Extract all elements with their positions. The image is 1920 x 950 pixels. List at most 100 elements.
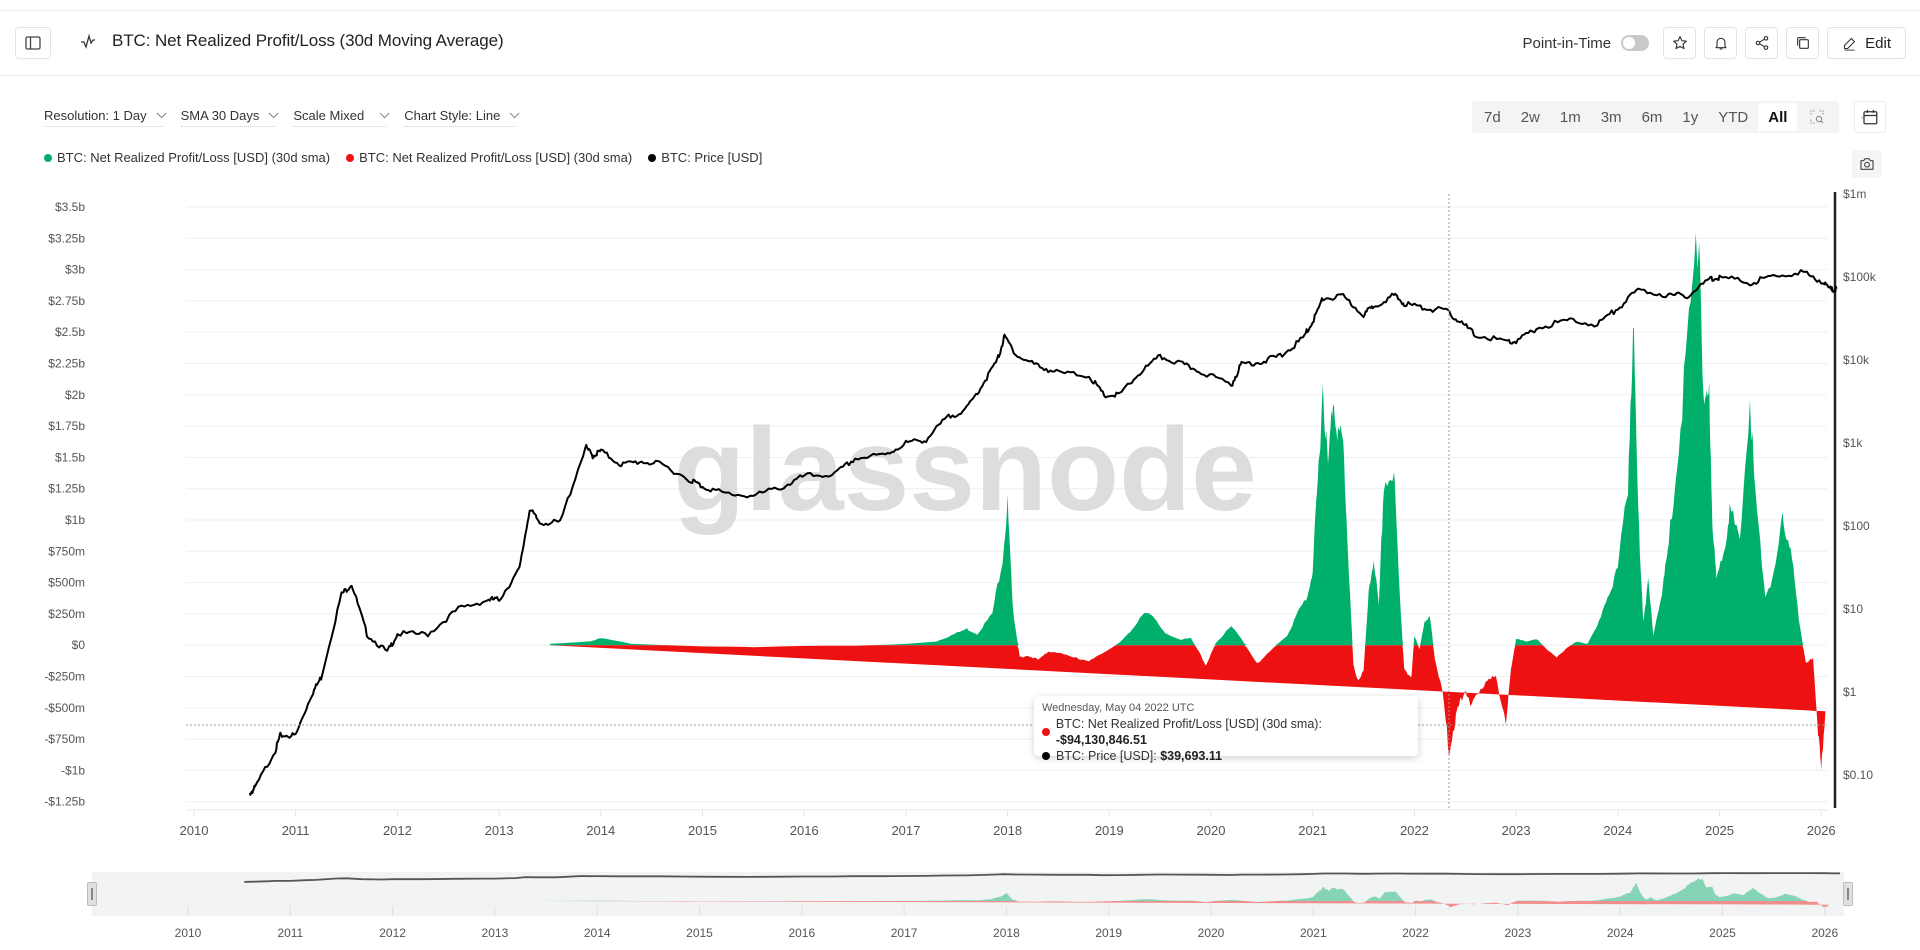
- edit-button[interactable]: Edit: [1827, 27, 1906, 59]
- duplicate-button[interactable]: [1786, 27, 1820, 59]
- navigator-x-label: 2017: [891, 926, 918, 940]
- x-axis-label: 2024: [1603, 823, 1632, 838]
- legend-dot: [648, 153, 657, 162]
- y-axis-right-label: $10: [1843, 602, 1863, 616]
- x-axis-label: 2016: [790, 823, 819, 838]
- sidebar-icon: [25, 36, 41, 50]
- profit-area: [549, 233, 1826, 646]
- date-picker-button[interactable]: [1854, 101, 1886, 133]
- point-in-time-toggle[interactable]: [1621, 35, 1650, 51]
- range-all[interactable]: All: [1758, 103, 1798, 131]
- legend-dot: [346, 153, 355, 162]
- metric-line-icon: [81, 33, 95, 49]
- x-axis-label: 2017: [891, 823, 920, 838]
- chart-tooltip: Wednesday, May 04 2022 UTC BTC: Net Real…: [1034, 696, 1418, 763]
- range-7d[interactable]: 7d: [1484, 108, 1501, 126]
- navigator[interactable]: [92, 872, 1844, 916]
- navigator-right-handle[interactable]: [1843, 882, 1853, 906]
- range-ytd[interactable]: YTD: [1718, 108, 1749, 126]
- favorite-button[interactable]: [1663, 27, 1697, 59]
- resolution-dropdown[interactable]: Resolution: 1 Day: [44, 108, 167, 127]
- x-axis-label: 2018: [993, 823, 1022, 838]
- x-axis-label: 2012: [383, 823, 412, 838]
- legend-label: BTC: Price [USD]: [661, 150, 763, 165]
- legend-item-price[interactable]: BTC: Price [USD]: [648, 150, 762, 165]
- navigator-x-label: 2021: [1300, 926, 1327, 940]
- navigator-x-label: 2013: [482, 926, 509, 940]
- tooltip-row-pnl: BTC: Net Realized Profit/Loss [USD] (30d…: [1042, 716, 1410, 748]
- header-actions: Point-in-Time Edit: [1522, 27, 1906, 59]
- tooltip-value: -$94,130,846.51: [1055, 733, 1147, 747]
- navigator-left-handle[interactable]: [87, 882, 97, 906]
- y-axis-right-label: $1k: [1843, 436, 1863, 450]
- y-axis-left-label: -$1.25b: [44, 795, 85, 809]
- chevron-down-icon: [269, 108, 279, 119]
- y-axis-left-label: $1.5b: [55, 450, 85, 464]
- x-axis-label: 2014: [586, 823, 615, 838]
- navigator-x-label: 2011: [277, 926, 303, 940]
- chart-header: BTC: Net Realized Profit/Loss (30d Movin…: [0, 11, 1920, 76]
- tooltip-label: BTC: Price [USD]:: [1056, 749, 1161, 763]
- y-axis-right-label: $10k: [1843, 353, 1870, 367]
- y-axis-left-label: $0: [72, 638, 86, 652]
- chart-controls: Resolution: 1 Day SMA 30 Days Scale Mixe…: [44, 108, 520, 127]
- share-icon: [1755, 36, 1768, 50]
- tooltip-label: BTC: Net Realized Profit/Loss [USD] (30d…: [1055, 717, 1322, 731]
- x-axis-label: 2011: [282, 823, 310, 838]
- page-title: BTC: Net Realized Profit/Loss (30d Movin…: [112, 31, 504, 50]
- legend-item-profit[interactable]: BTC: Net Realized Profit/Loss [USD] (30d…: [44, 150, 330, 165]
- range-1m[interactable]: 1m: [1559, 108, 1581, 126]
- y-axis-left-label: $500m: [48, 576, 85, 590]
- legend-label: BTC: Net Realized Profit/Loss [USD] (30d…: [359, 150, 633, 165]
- y-axis-left-label: $3b: [65, 263, 85, 277]
- y-axis-right-label: $100: [1843, 519, 1870, 533]
- range-3m[interactable]: 3m: [1600, 108, 1622, 126]
- y-axis-left-label: $1b: [65, 513, 85, 527]
- range-6m[interactable]: 6m: [1641, 108, 1663, 126]
- chevron-down-icon: [156, 108, 167, 119]
- point-in-time-label: Point-in-Time: [1522, 34, 1612, 52]
- navigator-x-label: 2019: [1095, 926, 1122, 940]
- x-axis-label: 2026: [1807, 823, 1836, 838]
- zoom-select-button[interactable]: [1797, 103, 1837, 131]
- screenshot-button[interactable]: [1852, 150, 1882, 178]
- alert-button[interactable]: [1704, 27, 1738, 59]
- top-divider: [0, 10, 1920, 11]
- navigator-x-label: 2020: [1198, 926, 1225, 940]
- chart-legend: BTC: Net Realized Profit/Loss [USD] (30d…: [44, 150, 762, 165]
- navigator-price-line: [244, 872, 1841, 883]
- y-axis-left-label: -$250m: [44, 670, 85, 684]
- share-button[interactable]: [1745, 27, 1779, 59]
- navigator-x-label: 2012: [379, 926, 406, 940]
- y-axis-left-label: $1.75b: [48, 419, 85, 433]
- chart-style-label: Chart Style: Line: [404, 108, 501, 123]
- navigator-x-label: 2016: [788, 926, 815, 940]
- y-axis-left-label: -$500m: [44, 701, 85, 715]
- tooltip-dot: [1042, 728, 1050, 736]
- tooltip-dot: [1042, 752, 1050, 760]
- y-axis-left-label: $250m: [48, 607, 85, 621]
- tooltip-date: Wednesday, May 04 2022 UTC: [1042, 702, 1195, 714]
- y-axis-left-label: $1.25b: [48, 482, 85, 496]
- x-axis-label: 2022: [1400, 823, 1429, 838]
- star-icon: [1672, 36, 1687, 50]
- sma-label: SMA 30 Days: [180, 108, 260, 123]
- navigator-x-label: 2014: [584, 926, 611, 940]
- resolution-label: Resolution: 1 Day: [44, 108, 147, 123]
- edit-label: Edit: [1865, 34, 1891, 52]
- legend-item-loss[interactable]: BTC: Net Realized Profit/Loss [USD] (30d…: [346, 150, 632, 165]
- chart-style-dropdown[interactable]: Chart Style: Line: [404, 108, 520, 127]
- x-axis-label: 2015: [688, 823, 717, 838]
- toggle-sidebar-button[interactable]: [15, 27, 51, 59]
- scale-dropdown[interactable]: Scale Mixed: [293, 108, 390, 127]
- range-2w[interactable]: 2w: [1520, 108, 1540, 126]
- range-1y[interactable]: 1y: [1682, 108, 1699, 126]
- navigator-x-label: 2023: [1505, 926, 1532, 940]
- sma-dropdown[interactable]: SMA 30 Days: [180, 108, 279, 127]
- y-axis-left-label: -$1b: [61, 763, 85, 777]
- bell-icon: [1715, 37, 1727, 50]
- calendar-icon: [1861, 109, 1878, 125]
- y-axis-left-label: $2b: [65, 388, 85, 402]
- x-axis-label: 2013: [485, 823, 514, 838]
